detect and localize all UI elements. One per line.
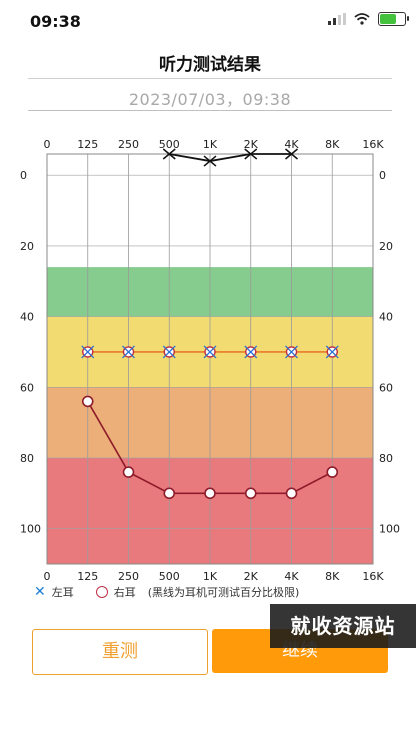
- data-point-limit: [203, 155, 217, 167]
- x-tick-label-top: 500: [159, 138, 180, 151]
- x-tick-label-bottom: 8K: [325, 570, 340, 582]
- y-tick-label-left: 20: [20, 240, 34, 253]
- wifi-icon: [354, 13, 370, 25]
- watermark: 就收资源站: [270, 604, 416, 648]
- x-tick-label-bottom: 1K: [203, 570, 218, 582]
- data-point-right: [326, 466, 339, 478]
- y-tick-label-right: 60: [379, 381, 393, 394]
- data-point-right: [81, 395, 94, 408]
- data-point-right: [122, 466, 135, 478]
- y-tick-label-left: 40: [20, 311, 34, 324]
- data-point-limit: [244, 148, 258, 160]
- left-ear-marker-icon: ✕: [34, 584, 46, 600]
- data-point-left: [325, 345, 339, 359]
- data-point-right: [285, 487, 298, 500]
- series-line-limit: [169, 153, 292, 162]
- date-divider: [28, 110, 392, 111]
- y-tick-label-right: 80: [379, 452, 393, 465]
- x-tick-label-top: 16K: [362, 138, 384, 151]
- y-tick-label-right: 0: [379, 169, 386, 182]
- x-tick-label-bottom: 2K: [244, 570, 259, 582]
- x-tick-label-bottom: 125: [77, 570, 98, 582]
- y-tick-label-right: 20: [379, 240, 393, 253]
- y-tick-label-right: 100: [379, 523, 400, 536]
- x-tick-label-bottom: 250: [118, 570, 139, 582]
- data-point-left: [122, 345, 135, 359]
- legend-right-ear: 右耳: [113, 586, 136, 599]
- legend-left-ear: 左耳: [51, 586, 74, 599]
- data-point-left: [285, 345, 298, 359]
- x-tick-label-top: 125: [77, 138, 98, 151]
- data-point-limit: [285, 148, 298, 160]
- signal-icon: [328, 13, 346, 25]
- test-date: 2023/07/03，09:38: [128, 90, 292, 109]
- x-tick-label-top: 4K: [284, 138, 299, 151]
- y-tick-label-left: 60: [20, 381, 34, 394]
- x-tick-label-top: 250: [118, 138, 139, 151]
- retest-button[interactable]: 重测: [32, 629, 208, 675]
- x-tick-label-top: 8K: [325, 138, 340, 151]
- header-divider: [28, 78, 392, 79]
- page-title: 听力测试结果: [159, 55, 261, 75]
- data-point-left: [244, 345, 258, 359]
- audiogram-chart: 0 0 125 125 250 250 500 500 1K 1K 2K 2K 4K 4K 8K 8K 16K 1…: [20, 138, 400, 582]
- status-bar: 09:38: [0, 0, 420, 44]
- status-time: 09:38: [30, 12, 81, 31]
- y-tick-label-left: 80: [20, 452, 34, 465]
- y-tick-label-left: 100: [20, 523, 41, 536]
- x-tick-label-top: 1K: [203, 138, 218, 151]
- legend-note: (黑线为耳机可测试百分比极限): [147, 586, 300, 599]
- x-tick-label-top: 0: [44, 138, 51, 151]
- status-icons: [328, 12, 409, 26]
- data-point-right: [204, 487, 216, 500]
- x-tick-label-bottom: 16K: [362, 570, 384, 582]
- battery-icon: [378, 12, 409, 26]
- data-point-right: [244, 487, 257, 500]
- data-point-left: [81, 345, 95, 359]
- x-tick-label-bottom: 500: [159, 570, 180, 582]
- data-point-left: [162, 345, 176, 359]
- x-tick-label-top: 2K: [244, 138, 259, 151]
- x-tick-label-bottom: 0: [44, 570, 51, 582]
- data-point-limit: [162, 148, 176, 160]
- plot-border: [46, 153, 374, 565]
- data-point-right: [163, 487, 176, 500]
- right-ear-marker-icon: [95, 586, 108, 598]
- y-tick-label-right: 40: [379, 311, 393, 324]
- data-point-left: [203, 345, 217, 359]
- x-tick-label-bottom: 4K: [284, 570, 299, 582]
- legend: ✕ 左耳 右耳 (黑线为耳机可测试百分比极限): [34, 584, 299, 600]
- y-tick-label-left: 0: [20, 169, 27, 182]
